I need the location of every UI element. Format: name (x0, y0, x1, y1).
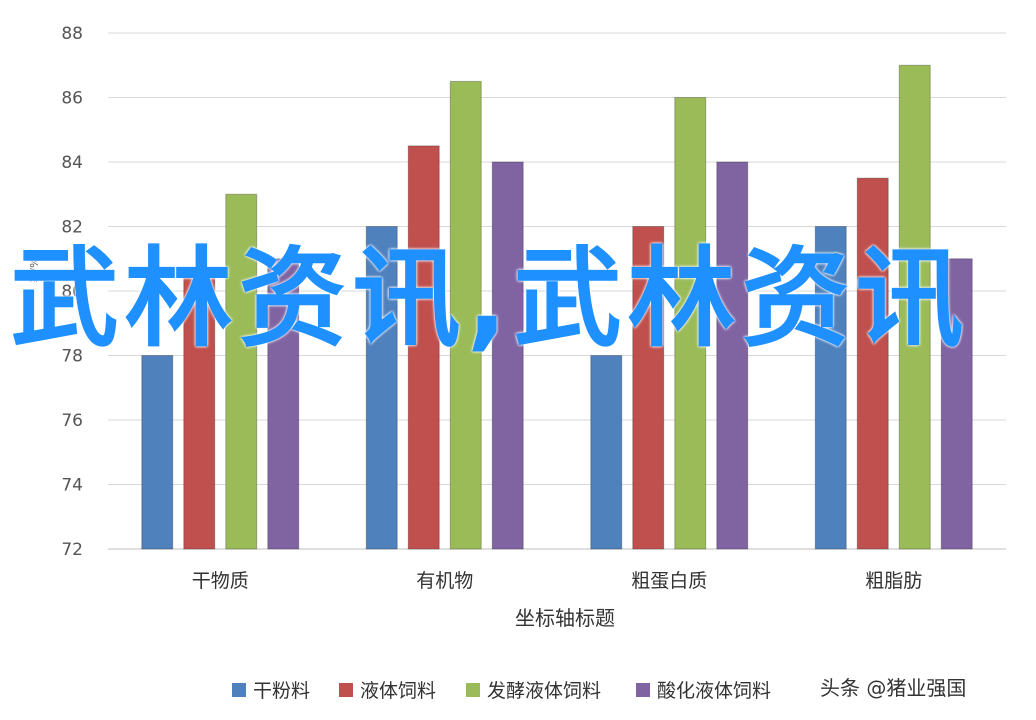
y-tick-label: 72 (61, 540, 83, 560)
y-axis-ticks: 72 74 76 78 80 82 84 86 88 (61, 24, 83, 560)
legend-label: 酸化液体饲料 (657, 680, 771, 702)
bar (632, 226, 665, 550)
y-tick-label: 76 (61, 411, 83, 431)
bar (674, 97, 707, 550)
x-tick-label: 有机物 (416, 570, 473, 592)
legend-swatch (232, 683, 246, 697)
bars (141, 64, 973, 550)
legend-label: 干粉料 (253, 680, 310, 702)
x-axis-categories: 干物质 有机物 粗蛋白质 粗脂肪 (192, 570, 923, 592)
y-tick-label: 84 (61, 153, 83, 173)
bar (141, 355, 174, 550)
y-axis-watermark: 率/% (27, 257, 41, 282)
legend-swatch (636, 683, 650, 697)
source-credit: 头条 @猪业强国 (820, 676, 966, 700)
legend-swatch (466, 683, 480, 697)
y-tick-label: 74 (61, 476, 83, 496)
bar (225, 193, 258, 550)
legend-label: 液体饲料 (360, 680, 436, 702)
bar (940, 258, 973, 550)
bar (856, 177, 889, 550)
y-tick-label: 88 (61, 24, 83, 44)
bar (407, 145, 440, 550)
y-tick-label: 82 (61, 218, 83, 238)
y-tick-label: 78 (61, 347, 83, 367)
bar (590, 355, 623, 550)
legend-swatch (339, 683, 353, 697)
bar (183, 274, 216, 550)
legend-label: 发酵液体饲料 (487, 680, 601, 702)
bar (449, 80, 482, 550)
bar (365, 226, 398, 550)
x-axis-title: 坐标轴标题 (515, 606, 615, 630)
y-tick-label: 86 (61, 89, 83, 109)
bar (267, 258, 300, 550)
x-tick-label: 干物质 (192, 570, 249, 592)
legend: 干粉料 液体饲料 发酵液体饲料 酸化液体饲料 (232, 680, 771, 702)
bar (814, 226, 847, 550)
x-tick-label: 粗蛋白质 (631, 570, 707, 592)
bar (491, 161, 524, 550)
bar (716, 161, 749, 550)
bar (898, 64, 931, 550)
overlay-watermark-text: 武林资讯,武林资讯 (10, 237, 970, 362)
y-tick-label: 80 (61, 282, 83, 302)
gridlines (108, 32, 1006, 550)
x-tick-label: 粗脂肪 (865, 570, 922, 592)
